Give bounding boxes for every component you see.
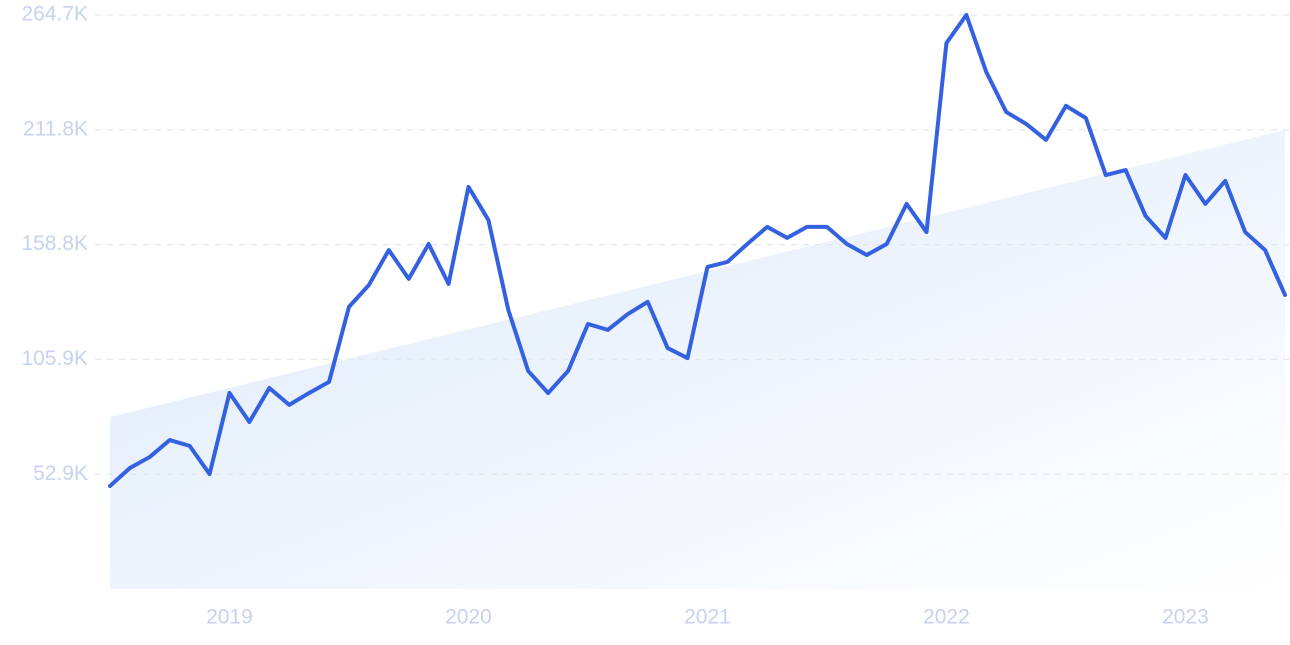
y-tick-label: 158.8K	[21, 232, 88, 255]
x-tick-label: 2021	[684, 606, 731, 629]
y-tick-label: 105.9K	[21, 347, 88, 370]
y-tick-label: 211.8K	[23, 117, 88, 140]
y-tick-label: 264.7K	[21, 3, 88, 26]
x-tick-label: 2023	[1162, 606, 1209, 629]
x-tick-label: 2022	[923, 606, 970, 629]
x-tick-label: 2020	[445, 606, 492, 629]
series-line	[108, 13, 1287, 488]
x-tick-label: 2019	[206, 606, 253, 629]
y-tick-label: 52.9K	[33, 462, 88, 485]
